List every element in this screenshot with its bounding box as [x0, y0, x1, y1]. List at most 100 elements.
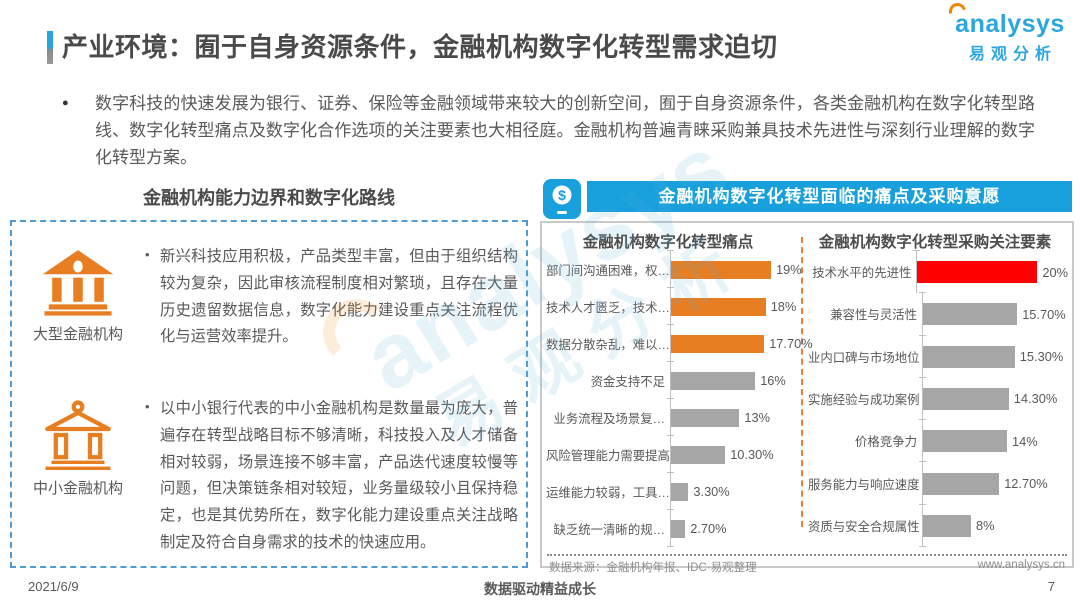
bar-row: 服务能力与响应速度 12.70%	[808, 461, 1068, 505]
institution-label: 大型金融机构	[32, 326, 123, 343]
bar-value: 16%	[760, 373, 786, 388]
analysys-logo: analysys 易观分析	[945, 0, 1075, 64]
bar	[923, 345, 1015, 368]
page-title: 产业环境：囿于自身资源条件，金融机构数字化转型需求迫切	[62, 32, 778, 62]
bar-label: 业内口碑与市场地位	[808, 350, 920, 365]
bar	[671, 408, 740, 427]
bar-value: 20%	[1042, 264, 1068, 280]
bar-track: 17.70%	[667, 324, 813, 362]
bar-value: 15.70%	[1022, 306, 1066, 322]
bar	[923, 387, 1009, 410]
bar-row: 缺乏统一清晰的规… 2.70%	[546, 509, 798, 547]
bar	[917, 261, 1038, 284]
bar-label: 业务流程及场景复…	[553, 411, 665, 426]
bar-row: 资金支持不足 16%	[546, 361, 798, 399]
pain-chart-rows: 部门间沟通困难，权… 19% 技术人才匮乏，技术… 18% 数据分散杂乱，难以… 17.7…	[546, 250, 813, 547]
bar-label: 实施经验与成功案例	[808, 392, 920, 407]
bar-row: 价格竞争力 14%	[808, 419, 1068, 463]
footer-page-number: 7	[1047, 579, 1055, 594]
bar-track: 13%	[667, 398, 798, 436]
institution-desc: 以中小银行代表的中小金融机构是数量最为庞大，普遍存在转型战略目标不够清晰，科技投…	[144, 396, 518, 557]
bar-label: 数据分散杂乱，难以…	[546, 337, 670, 352]
bar-track: 14%	[919, 419, 1068, 463]
bar	[671, 371, 756, 390]
bar	[671, 260, 771, 279]
svg-text:$: $	[558, 187, 566, 203]
bar-label: 技术人才匮乏，技术…	[546, 300, 670, 315]
bar-value: 10.30%	[730, 447, 774, 462]
bar-track: 14.30%	[919, 376, 1068, 421]
bar	[923, 303, 1018, 326]
footer-date: 2021/6/9	[28, 579, 79, 594]
bar-row: 风险管理能力需要提高 10.30%	[546, 435, 798, 473]
bar-track: 15.70%	[919, 292, 1068, 336]
bar-track: 18%	[667, 287, 798, 325]
bar-value: 14%	[1012, 433, 1038, 449]
title-accent-bar	[47, 31, 53, 64]
source-note: 数据来源：金融机构年报、IDC·易观整理	[549, 562, 757, 574]
bar-track: 15.30%	[919, 334, 1068, 378]
institution-icon-col: 中小金融机构	[26, 396, 130, 498]
bar-label: 价格竞争力	[855, 435, 917, 450]
purchase-chart-rows: 技术水平的先进性 20% 兼容性与灵活性 15.70% 业内口碑与市场地位 15.30% 实…	[808, 249, 1068, 548]
purchase-chart-title: 金融机构数字化转型采购关注要素	[818, 234, 1052, 251]
bar-label: 技术水平的先进性	[812, 266, 912, 281]
bar-track: 10.30%	[667, 435, 798, 473]
mobile-payment-icon: $	[543, 179, 581, 219]
institution-desc: 新兴科技应用积极，产品类型丰富，但由于组织结构较为复杂，因此审核流程制度相对繁琐…	[144, 244, 518, 351]
bar-label: 风险管理能力需要提高	[546, 448, 670, 463]
left-panel-title: 金融机构能力边界和数字化路线	[143, 188, 395, 208]
bar	[923, 514, 971, 537]
left-panel: 大型金融机构 新兴科技应用积极，产品类型丰富，但由于组织结构较为复杂，因此审核流…	[10, 220, 528, 568]
footer-slogan: 数据驱动精益成长	[484, 581, 596, 597]
bar-label: 资金支持不足	[590, 374, 665, 389]
bar-value: 3.30%	[693, 484, 730, 499]
bar	[671, 445, 726, 464]
website-link[interactable]: www.analysys.cn	[977, 559, 1065, 571]
bar-row: 兼容性与灵活性 15.70%	[808, 292, 1068, 336]
bar-value: 17.70%	[769, 336, 813, 351]
institution-item-small: 中小金融机构 以中小银行代表的中小金融机构是数量最为庞大，普遍存在转型战略目标不…	[26, 396, 518, 557]
bar-label: 部门间沟通困难，权…	[546, 263, 670, 278]
bar-label: 服务能力与响应速度	[808, 477, 920, 492]
bank-outline-icon	[45, 400, 111, 470]
institution-label: 中小金融机构	[32, 480, 123, 497]
pain-chart-title: 金融机构数字化转型痛点	[582, 234, 754, 251]
bar-row: 技术人才匮乏，技术… 18%	[546, 287, 798, 325]
bar	[671, 519, 686, 538]
bar-value: 19%	[776, 262, 802, 277]
bar-value: 12.70%	[1004, 476, 1048, 492]
bar-value: 13%	[744, 410, 771, 425]
bar-value: 15.30%	[1019, 349, 1064, 365]
intro-paragraph: 数字科技的快速发展为银行、证券、保险等金融领域带来较大的创新空间，囿于自身资源条…	[62, 90, 1035, 172]
bar-row: 业务流程及场景复… 13%	[546, 398, 798, 436]
bar-row: 运维能力较弱，工具… 3.30%	[546, 472, 798, 510]
bar-label: 运维能力较弱，工具…	[546, 485, 670, 500]
bar	[923, 430, 1007, 453]
chart-panel: 金融机构数字化转型痛点 金融机构数字化转型采购关注要素 部门间沟通困难，权… 19…	[540, 221, 1074, 574]
bar-track: 2.70%	[667, 509, 798, 547]
chart-footer-divider	[547, 554, 1067, 556]
bar	[671, 334, 765, 353]
bar-row: 资质与安全合规属性 8%	[808, 503, 1068, 548]
bar	[923, 472, 1000, 495]
bar-row: 部门间沟通困难，权… 19%	[546, 250, 802, 288]
bar-value: 14.30%	[1013, 391, 1058, 407]
bar	[671, 482, 689, 501]
bar-value: 8%	[976, 518, 995, 534]
bar-row: 技术水平的先进性 20%	[808, 249, 1068, 294]
logo-brand-text: analysys	[946, 0, 1065, 39]
bar	[671, 297, 766, 316]
bank-solid-icon	[42, 250, 114, 316]
bar-value: 18%	[770, 299, 797, 314]
bar-label: 缺乏统一清晰的规…	[553, 522, 665, 537]
bar-track: 12.70%	[919, 461, 1068, 505]
bar-track: 19%	[667, 250, 802, 288]
bar-row: 实施经验与成功案例 14.30%	[808, 376, 1068, 421]
bar-label: 资质与安全合规属性	[808, 519, 920, 534]
bar-track: 16%	[667, 361, 798, 399]
bar-row: 数据分散杂乱，难以… 17.70%	[546, 324, 813, 362]
bar-label: 兼容性与灵活性	[830, 308, 917, 323]
logo-brand-cn: 易观分析	[968, 46, 1057, 63]
institution-item-large: 大型金融机构 新兴科技应用积极，产品类型丰富，但由于组织结构较为复杂，因此审核流…	[26, 244, 518, 351]
